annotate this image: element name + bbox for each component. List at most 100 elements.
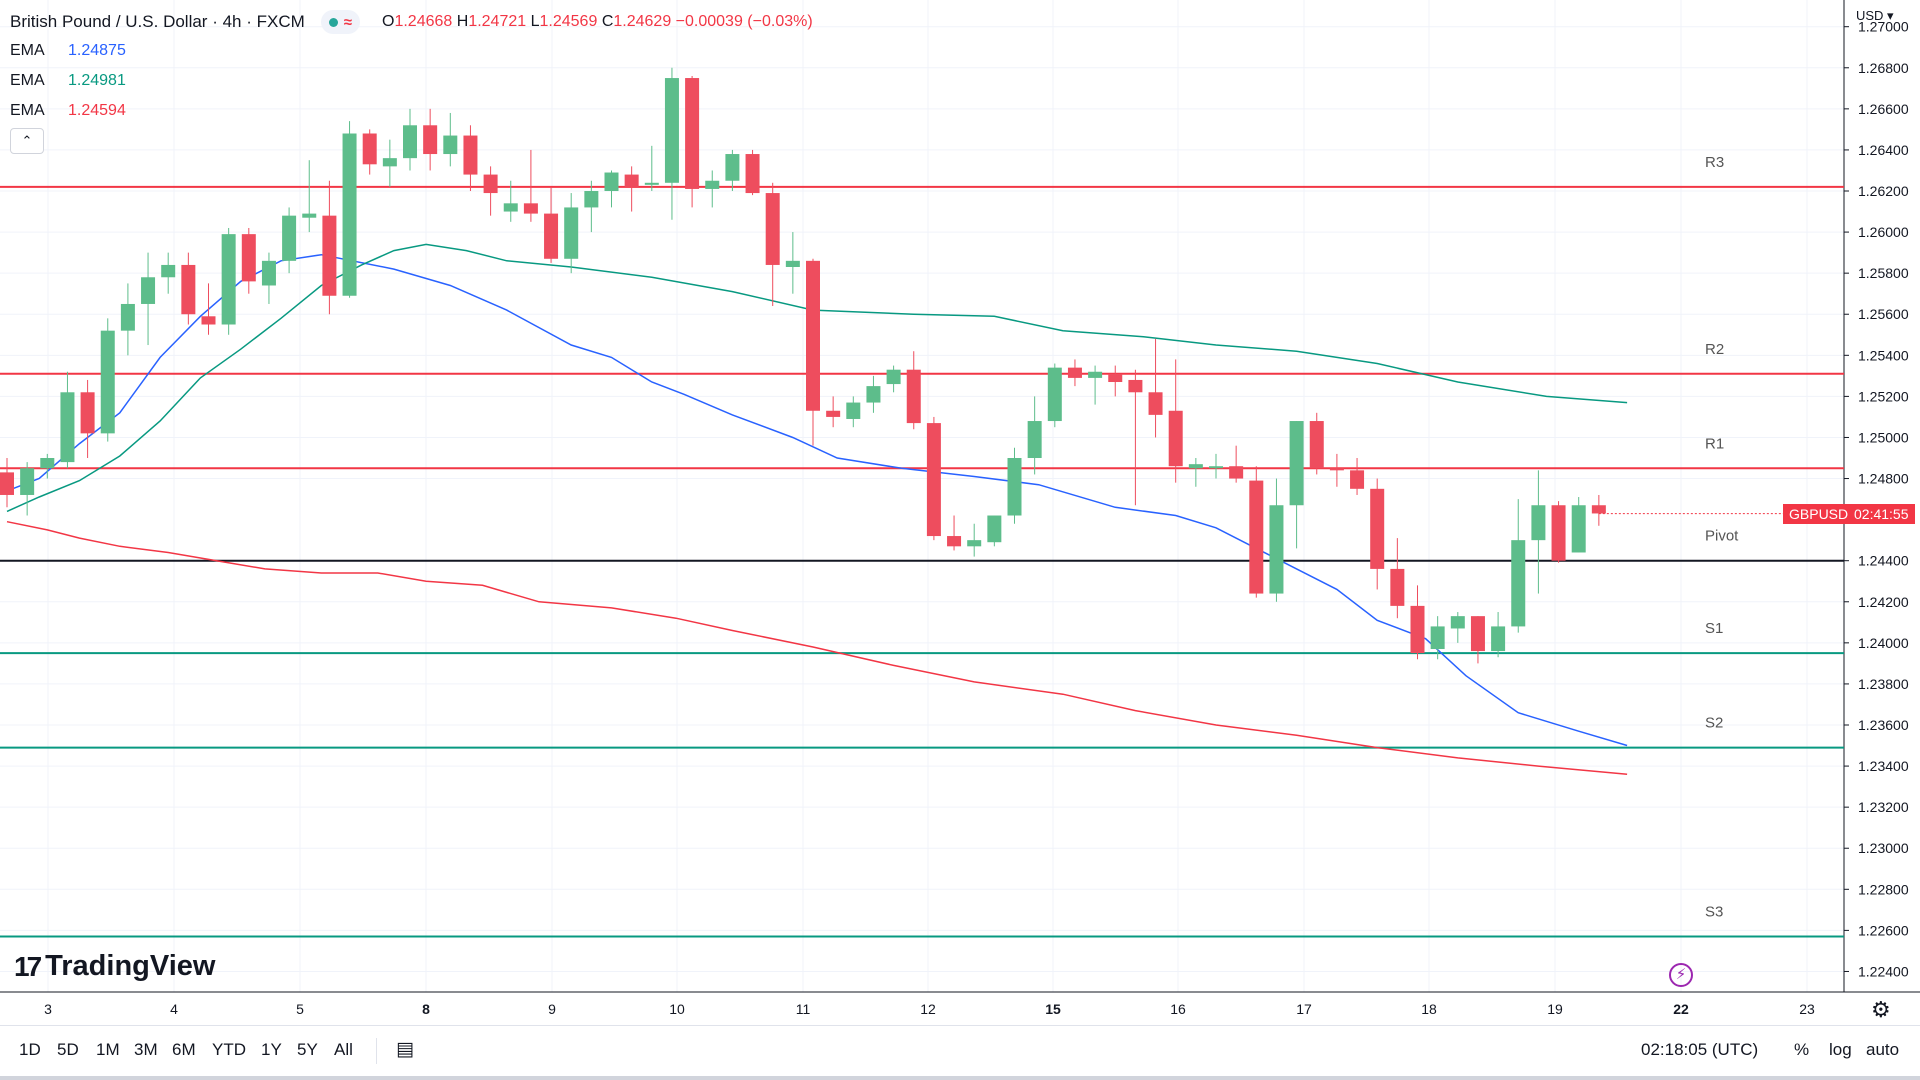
candle-body <box>40 458 55 469</box>
percent-toggle[interactable]: % <box>1794 1040 1810 1059</box>
flash-icon[interactable]: ⚡ <box>1669 963 1693 987</box>
candle-body <box>1531 505 1546 541</box>
time-tick-label: 18 <box>1421 1001 1437 1017</box>
candle-body <box>241 234 256 282</box>
candle-body <box>1047 367 1062 422</box>
toolbar-divider <box>376 1038 377 1064</box>
ema-row-2[interactable]: EMA 1.24981 <box>10 72 126 89</box>
market-status-pill[interactable]: ≈ <box>320 10 360 34</box>
candle-body <box>1269 505 1284 594</box>
tradingview-logo[interactable]: 17 TradingView <box>14 950 215 983</box>
candle-body <box>1309 421 1324 469</box>
time-tick-label: 9 <box>548 1001 556 1017</box>
candle-body <box>141 277 156 304</box>
price-tick-label: 1.26200 <box>1858 183 1909 199</box>
candle-body <box>745 154 760 194</box>
time-tick-label: 22 <box>1673 1001 1689 1017</box>
time-tick-label: 23 <box>1799 1001 1815 1017</box>
candle-body <box>1289 421 1304 506</box>
candle-body <box>1229 466 1244 479</box>
candle-body <box>20 468 35 495</box>
price-tick-label: 1.24200 <box>1858 594 1909 610</box>
price-tick-label: 1.25400 <box>1858 347 1909 363</box>
timeframe-5d[interactable]: 5D <box>57 1040 79 1059</box>
candle-body <box>947 536 962 547</box>
candle-body <box>806 260 820 411</box>
candle-body <box>1350 470 1365 489</box>
candle-body <box>584 191 599 208</box>
candle-body <box>1410 605 1425 654</box>
candle-body <box>906 369 921 424</box>
price-tick-label: 1.24400 <box>1858 553 1909 569</box>
candle-body <box>604 172 619 192</box>
candle-body <box>161 264 176 278</box>
chart-canvas[interactable]: R3 R2 R1 Pivot S1 S2 S3 1.27000 1.26800 1.26600 1.… <box>0 0 1920 1025</box>
ema-row-3[interactable]: EMA 1.24594 <box>10 102 126 119</box>
candle-body <box>302 213 317 218</box>
collapse-legend-button[interactable]: ⌃ <box>10 128 44 154</box>
price-tick-label: 1.23800 <box>1858 676 1909 692</box>
tradingview-logo-text: TradingView <box>45 950 216 982</box>
candle-body <box>443 135 458 155</box>
candle-body <box>664 78 679 183</box>
timeframe-3m[interactable]: 3M <box>134 1040 158 1059</box>
candle-body <box>1470 616 1485 652</box>
timeframe-1y[interactable]: 1Y <box>261 1040 282 1059</box>
candle-body <box>544 213 559 259</box>
chevron-up-icon: ⌃ <box>21 133 33 148</box>
bottom-strip <box>0 1076 1920 1080</box>
time-tick-label: 4 <box>170 1001 178 1017</box>
price-tick-label: 1.26400 <box>1858 142 1909 158</box>
price-tick-label: 1.25800 <box>1858 265 1909 281</box>
symbol-title[interactable]: British Pound / U.S. Dollar · 4h · FXCM <box>10 12 305 31</box>
pivot-label-r3: R3 <box>1705 154 1724 171</box>
price-tick-label: 1.24800 <box>1858 471 1909 487</box>
candle-body <box>564 207 579 259</box>
candle-body <box>987 515 1002 543</box>
candle-body <box>826 410 841 417</box>
candle-body <box>1370 488 1385 569</box>
candle-body <box>1249 480 1264 594</box>
timeframe-ytd[interactable]: YTD <box>212 1040 246 1059</box>
timeframe-5y[interactable]: 5Y <box>297 1040 318 1059</box>
time-tick-label: 11 <box>796 1001 811 1017</box>
candle-body <box>423 125 438 155</box>
countdown-tag: 02:41:55 <box>1848 503 1915 524</box>
candle-body <box>282 215 297 261</box>
candle-body <box>201 316 216 325</box>
log-toggle[interactable]: log <box>1829 1040 1852 1059</box>
candle-body <box>1168 410 1183 467</box>
candle-body <box>100 330 115 434</box>
candle-body <box>1209 466 1223 469</box>
utc-clock[interactable]: 02:18:05 (UTC) <box>1641 1040 1759 1059</box>
currency-selector[interactable]: USD ▾ <box>1856 8 1894 23</box>
chart-legend: British Pound / U.S. Dollar · 4h · FXCM … <box>10 8 813 154</box>
price-tick-label: 1.26800 <box>1858 60 1909 76</box>
price-tick-label: 1.23200 <box>1858 799 1909 815</box>
candle-body <box>866 386 881 403</box>
gear-icon[interactable]: ⚙ <box>1871 997 1891 1022</box>
candle-body <box>463 135 478 175</box>
candle-body <box>1108 373 1123 383</box>
timeframe-1m[interactable]: 1M <box>96 1040 120 1059</box>
candle-body <box>1128 379 1143 393</box>
ohlc-readout: O1.24668 H1.24721 L1.24569 C1.24629 −0.0… <box>382 13 813 30</box>
timeframe-all[interactable]: All <box>334 1040 353 1059</box>
candle-body <box>1571 505 1586 553</box>
ema-line-3 <box>6 520 1628 776</box>
timeframe-6m[interactable]: 6M <box>172 1040 196 1059</box>
candle-body <box>1430 626 1445 650</box>
candle-body <box>765 193 780 265</box>
date-range-icon[interactable]: ▤ <box>396 1039 414 1060</box>
time-tick-label: 19 <box>1547 1001 1563 1017</box>
candle-body <box>1088 371 1103 378</box>
timeframe-1d[interactable]: 1D <box>19 1040 41 1059</box>
price-tick-label: 1.23400 <box>1858 758 1909 774</box>
auto-toggle[interactable]: auto <box>1866 1040 1900 1059</box>
candle-body <box>382 158 397 167</box>
candle-body <box>342 133 357 296</box>
ema-row-1[interactable]: EMA 1.24875 <box>10 42 126 59</box>
candle-body <box>1007 458 1022 516</box>
time-tick-label: 10 <box>669 1001 685 1017</box>
candle-body <box>523 203 538 214</box>
